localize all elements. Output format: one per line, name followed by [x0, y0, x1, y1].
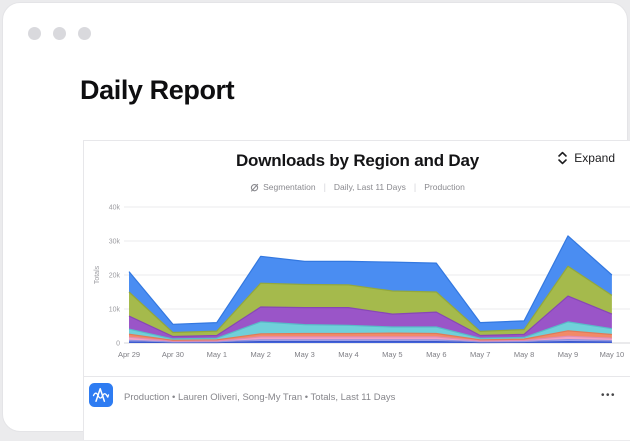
- x-tick-label: May 7: [470, 350, 490, 359]
- app-analytics-icon: [89, 383, 113, 407]
- y-axis-label: Totals: [94, 265, 101, 284]
- edge-series-1: [128, 341, 612, 344]
- x-tick-label: May 10: [600, 350, 625, 359]
- y-tick-label: 0: [116, 341, 120, 348]
- subtitle-separator: |: [413, 182, 417, 192]
- area-series-7[interactable]: [129, 266, 612, 337]
- x-tick-label: May 6: [426, 350, 446, 359]
- edge-series-8: [128, 235, 613, 325]
- x-tick-label: May 1: [207, 350, 227, 359]
- widget-footer: Production • Lauren Oliveri, Song-My Tra…: [84, 376, 630, 441]
- chart-title: Downloads by Region and Day: [235, 151, 480, 170]
- report-meta-text: Production • Lauren Oliveri, Song-My Tra…: [124, 392, 396, 403]
- chart-svg: 0 10k 20k 30k 40k Totals Apr 29 Apr 30 May 1 May …: [94, 205, 630, 359]
- segmentation-icon: [250, 183, 259, 192]
- window-dot-1[interactable]: [28, 27, 41, 40]
- chart-subtitle: Segmentation | Daily, Last 11 Days | Pro…: [84, 182, 630, 192]
- area-series-8[interactable]: [129, 235, 612, 333]
- downloads-widget: Downloads by Region and Day Expand: [83, 140, 630, 440]
- unfold-icon: [557, 151, 568, 165]
- y-tick-label: 20k: [109, 273, 121, 280]
- downloads-chart[interactable]: 0 10k 20k 30k 40k Totals Apr 29 Apr 30 May 1 May …: [84, 194, 630, 374]
- y-tick-label: 10k: [109, 307, 121, 314]
- edge-series-2: [128, 339, 612, 343]
- x-tick-label: May 2: [250, 350, 270, 359]
- edge-series-4: [128, 330, 612, 341]
- x-tick-label: May 9: [558, 350, 578, 359]
- area-series-4[interactable]: [129, 330, 612, 342]
- x-tick-label: Apr 30: [162, 350, 184, 359]
- expand-label: Expand: [574, 151, 615, 165]
- window-dot-3[interactable]: [78, 27, 91, 40]
- x-tick-label: May 8: [514, 350, 534, 359]
- expand-button[interactable]: Expand: [557, 151, 615, 165]
- segmentation-chip[interactable]: Segmentation: [250, 182, 316, 192]
- edge-series-6: [128, 295, 613, 338]
- x-tick-label: May 5: [382, 350, 402, 359]
- widget-header: Downloads by Region and Day Expand: [84, 141, 630, 179]
- edge-series-3: [128, 335, 612, 342]
- area-series-6[interactable]: [129, 296, 612, 339]
- date-range-label[interactable]: Daily, Last 11 Days: [333, 182, 406, 192]
- window-dot-2[interactable]: [53, 27, 66, 40]
- x-tick-label: May 4: [338, 350, 358, 359]
- x-tick-label: May 3: [294, 350, 314, 359]
- window-controls: [28, 27, 91, 40]
- area-series-3[interactable]: [129, 336, 612, 342]
- subtitle-separator: |: [323, 182, 326, 192]
- more-options-button[interactable]: •••: [600, 390, 616, 401]
- segmentation-label: Segmentation: [263, 182, 316, 192]
- edge-series-7: [128, 265, 613, 334]
- edge-series-5: [128, 321, 612, 340]
- y-tick-label: 30k: [109, 239, 121, 246]
- environment-label[interactable]: Production: [424, 182, 465, 192]
- y-tick-label: 40k: [109, 205, 121, 212]
- x-tick-label: Apr 29: [118, 350, 140, 359]
- page-title: Daily Report: [80, 75, 235, 105]
